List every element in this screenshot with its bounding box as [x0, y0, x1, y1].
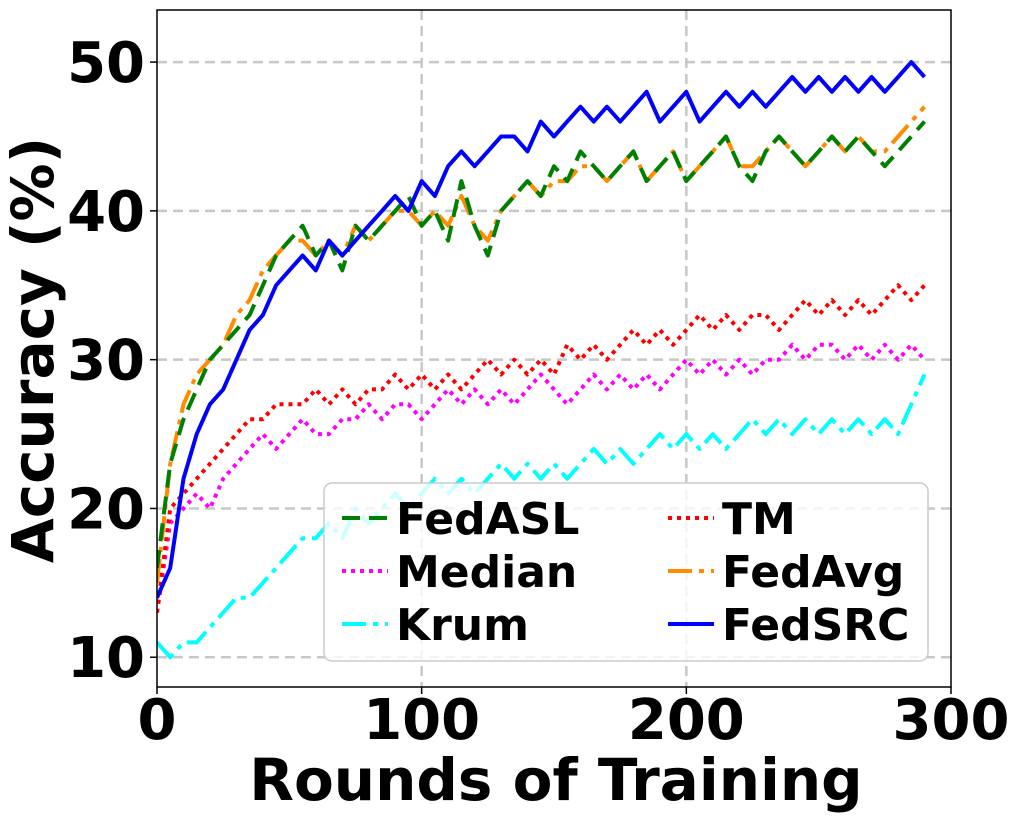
y-tick-label: 30 — [67, 329, 145, 394]
x-tick-label: 200 — [628, 688, 745, 753]
x-axis-ticks: 0 100 200 300 — [138, 687, 1010, 753]
legend-label-krum: Krum — [396, 600, 529, 651]
legend-label-fedavg: FedAvg — [722, 547, 904, 598]
x-axis-label: Rounds of Training — [249, 746, 862, 814]
legend-label-fedsrc: FedSRC — [722, 600, 909, 651]
y-axis-label: Accuracy (%) — [0, 137, 67, 563]
plot-area — [157, 60, 927, 660]
series-line-median — [157, 342, 926, 613]
axes-frame — [156, 9, 952, 688]
y-tick-label: 10 — [67, 626, 145, 691]
series-line-fedasl — [157, 120, 926, 569]
x-tick-label: 300 — [893, 688, 1010, 753]
y-tick-label: 40 — [67, 180, 145, 245]
legend-label-median: Median — [396, 547, 577, 598]
series-line-krum — [157, 373, 927, 660]
legend-label-fedasl: FedASL — [396, 494, 579, 545]
x-tick-label: 100 — [363, 688, 480, 753]
y-tick-label: 20 — [67, 477, 145, 542]
series-line-tm — [157, 283, 926, 613]
legend-box — [323, 482, 929, 662]
y-axis-ticks: 10 20 30 40 50 — [67, 31, 157, 691]
legend-label-tm: TM — [722, 494, 796, 545]
y-tick-label: 50 — [67, 31, 145, 96]
series-lines — [157, 60, 927, 660]
series-line-fedsrc — [157, 60, 926, 599]
x-tick-label: 0 — [138, 688, 177, 753]
